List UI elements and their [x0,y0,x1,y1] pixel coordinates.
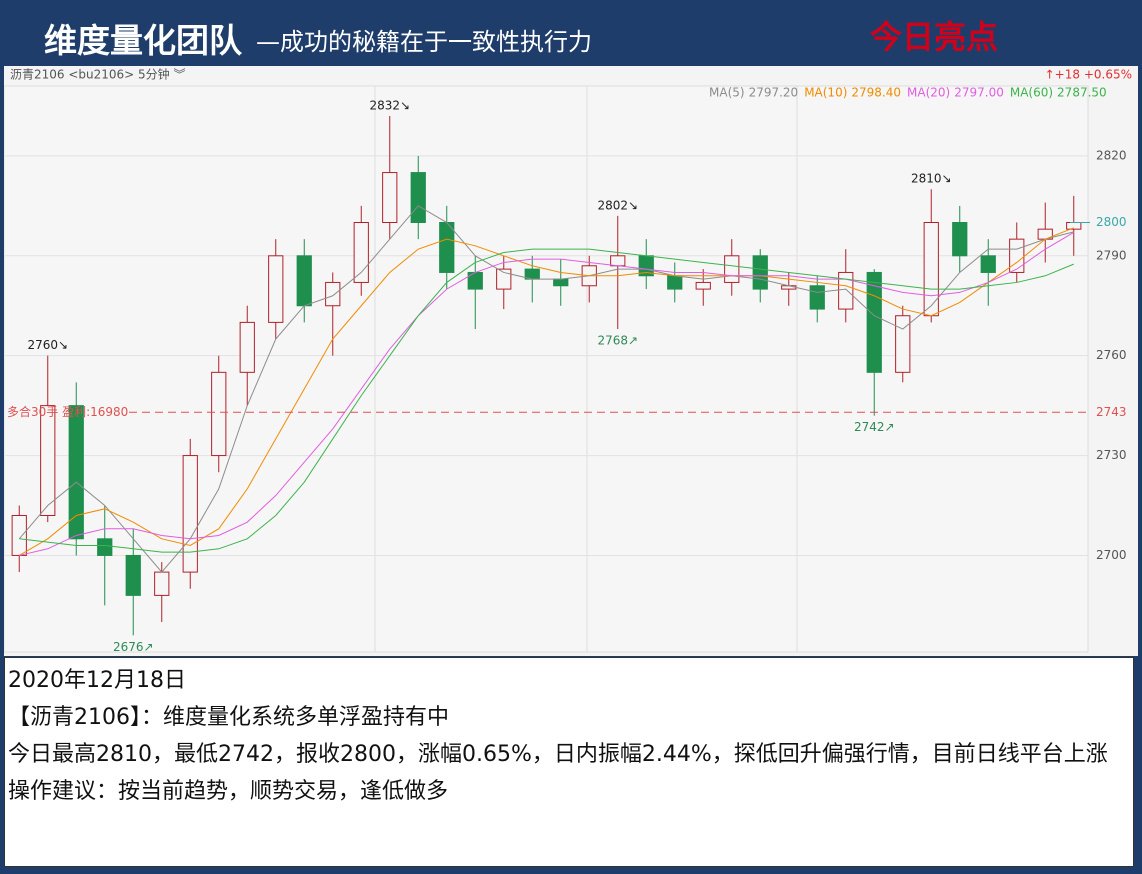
annotation: 2760↘ [27,338,68,352]
legend-name: MA(10) [804,86,847,100]
candle-body [325,281,341,307]
candle-body [410,172,426,224]
y-tick-label: 2790 [1096,248,1127,262]
candle-body [268,255,284,323]
header-highlight: 今日亮点 [870,18,999,56]
legend-value: 2797.00 [954,86,1004,100]
annotation: 2802↘ [597,198,638,212]
note-date: 2020年12月18日 [8,668,186,693]
candle-body [952,222,968,257]
candle-body [553,278,569,287]
note-line: 【沥青2106】：维度量化系统多单浮盈持有中 [8,705,449,730]
candle-body [211,371,227,457]
candle-body [154,571,170,596]
ma-line [19,232,1075,556]
candle-body [980,255,996,273]
header: 维度量化团队 —成功的秘籍在于一致性执行力 今日亮点 [0,0,1142,66]
legend-name: MA(60) [1010,86,1053,100]
annotation: 2832↘ [369,98,410,112]
ma-line [19,248,1074,553]
annotation: 2742↗ [854,420,895,434]
legend-value: 2787.50 [1057,86,1107,100]
y-tick-label: 2700 [1096,548,1127,562]
note-line: 操作建议：按当前趋势，顺势交易，逢低做多 [8,779,449,804]
last-price: 2800 [1096,215,1127,229]
candle-body [809,285,825,310]
legend-name: MA(5) [709,86,745,100]
candle-body [838,271,854,310]
legend-value: 2797.20 [749,86,799,100]
candle-body [296,255,312,307]
ma-line [18,227,1074,556]
header-subtitle: —成功的秘籍在于一致性执行力 [256,28,592,56]
candle-body [353,222,369,283]
candle-body [439,222,455,273]
candle-body [610,255,626,267]
candle-body [895,315,911,373]
candle-body [239,321,255,373]
change: ↑+18 +0.65% [1045,68,1132,82]
candle-body [1009,238,1025,273]
annotation: 2810↘ [911,172,952,186]
candle-body [667,275,683,290]
candle-body [382,172,398,224]
candle-body [724,255,740,283]
y-tick-label: 2820 [1096,148,1127,162]
candle-body [40,405,56,516]
position-label: 多合30手 盈利:16980 [7,404,128,419]
candle-body [125,554,141,596]
symbol: 沥青2106 <bu2106> 5分钟 ︾ [10,67,186,82]
candle-body [496,268,512,290]
candle-body [68,405,84,540]
legend-name: MA(20) [907,86,950,100]
candle-body [97,538,113,556]
candle-body [695,281,711,290]
ma-line [18,205,1074,573]
annotation: 2768↗ [597,334,638,348]
candle-body [182,455,198,573]
y-tick-label: 2760 [1096,348,1127,362]
candle-body [752,255,768,290]
y-tick-label: 2730 [1096,448,1127,462]
header-title: 维度量化团队 [44,21,242,60]
candle-body [923,222,939,317]
position-value: 2743 [1096,405,1127,419]
candle-body [11,514,27,556]
notes: 2020年12月18日 【沥青2106】：维度量化系统多单浮盈持有中 今日最高2… [4,657,1134,867]
note-line: 今日最高2810，最低2742，报收2800，涨幅0.65%，日内振幅2.44%… [8,742,1108,767]
chart: 沥青2106 <bu2106> 5分钟 ︾ ↑+18 +0.65% 2700 27… [4,66,1138,656]
legend-value: 2798.40 [851,86,901,100]
annotation: 2676↗ [113,640,154,654]
